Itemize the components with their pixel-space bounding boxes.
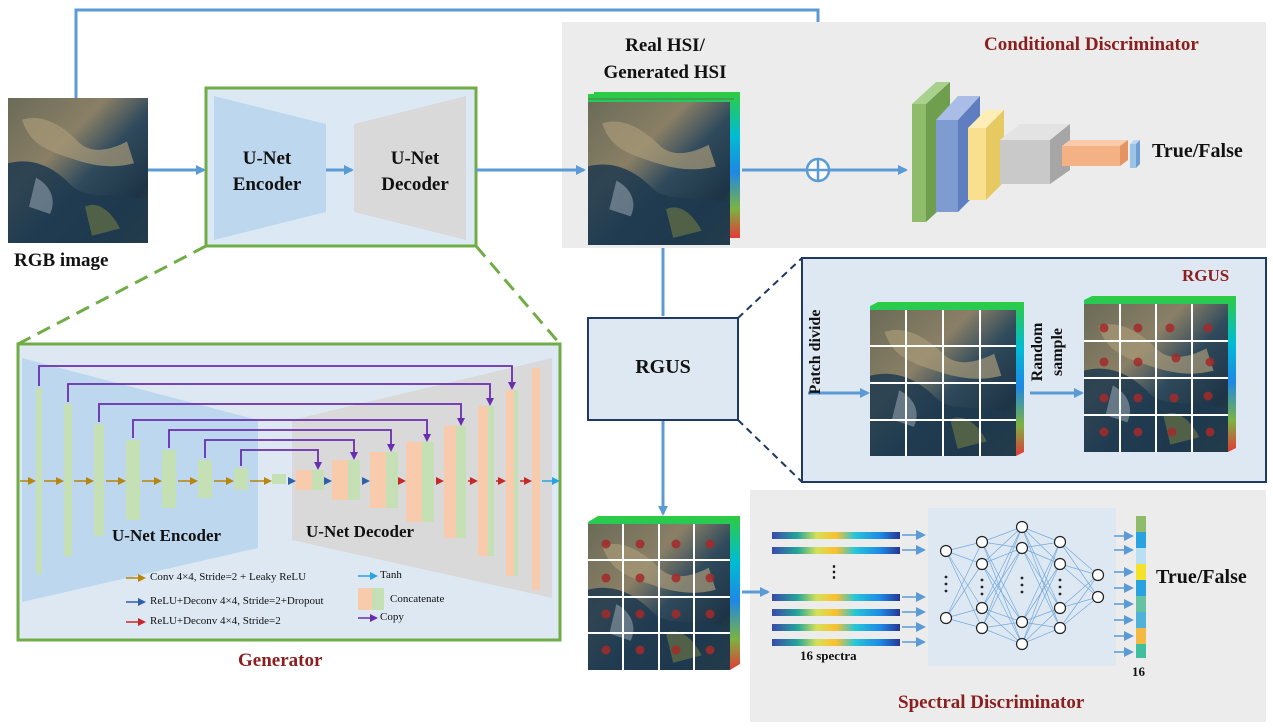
- random-sampled-cube: [1084, 296, 1236, 452]
- rgb-image-label: RGB image: [14, 250, 109, 271]
- rgus-box: [587, 317, 739, 421]
- rgus-panel-title: RGUS: [1182, 266, 1230, 285]
- decoder-detail-label: U-Net Decoder: [306, 522, 415, 541]
- generator-title: Generator: [238, 650, 323, 671]
- decoder-bars: [296, 368, 540, 590]
- patch-divided-cube: [870, 302, 1024, 456]
- encoder-trapezoid: [214, 96, 326, 240]
- spectral-discriminator-title: Spectral Discriminator: [898, 692, 1085, 713]
- legend-icons: [126, 572, 384, 626]
- mlp-edges: [945, 526, 1099, 645]
- mlp-nodes: [939, 520, 1105, 651]
- generator-zoom-line-right: [474, 245, 562, 345]
- true-false-label-top: True/False: [1152, 140, 1243, 162]
- legend-deconv-dropout-label: ReLU+Deconv 4×4, Stride=2+Dropout: [150, 595, 324, 607]
- conditional-discriminator-title: Conditional Discriminator: [984, 34, 1199, 55]
- mlp-ellipsis-dots: [944, 575, 1062, 596]
- hsi-cube-top: [588, 92, 740, 245]
- rgus-zoom-line-bottom: [737, 419, 803, 483]
- legend-deconv-label: ReLU+Deconv 4×4, Stride=2: [150, 615, 281, 627]
- output-count-label: 16: [1132, 664, 1145, 679]
- legend-concat-icon: [358, 588, 372, 610]
- spectra-bars: [772, 532, 900, 646]
- legend-concat-label: Concatenate: [390, 593, 445, 605]
- copy-skip-arrows: [38, 365, 516, 470]
- spectra-count-label: 16 spectra: [800, 648, 857, 663]
- concat-symbol-icon: [805, 157, 831, 183]
- output-vector: [1136, 516, 1146, 658]
- decoder-top-label: U-Net Decoder: [381, 148, 449, 195]
- encoder-detail-label: U-Net Encoder: [112, 526, 222, 545]
- patch-divide-label: Patch divide: [807, 309, 824, 395]
- hsi-title: Real HSI/ Generated HSI: [603, 35, 727, 83]
- encoder-top-label: U-Net Encoder: [232, 148, 302, 195]
- random-sample-label: Random sample: [1029, 322, 1066, 382]
- spectra-input-arrows: [902, 530, 926, 647]
- rgus-zoom-line-top: [737, 257, 803, 319]
- generator-zoom-line-left: [17, 244, 207, 346]
- rgb-image: [8, 98, 148, 243]
- spectra-ellipsis: ⋮: [826, 564, 842, 581]
- discriminator-cnn-blocks: [912, 82, 1140, 222]
- legend-copy-label: Copy: [380, 611, 404, 623]
- rgus-box-label: RGUS: [635, 356, 691, 378]
- legend-tanh-label: Tanh: [380, 569, 402, 581]
- sampled-hsi-cube: [588, 516, 740, 670]
- mlp-output-arrows: [1114, 531, 1134, 657]
- legend-conv-label: Conv 4×4, Stride=2 + Leaky ReLU: [150, 571, 307, 583]
- encoder-bars: [36, 388, 286, 574]
- true-false-label-bottom: True/False: [1156, 566, 1247, 588]
- decoder-trapezoid: [354, 96, 466, 240]
